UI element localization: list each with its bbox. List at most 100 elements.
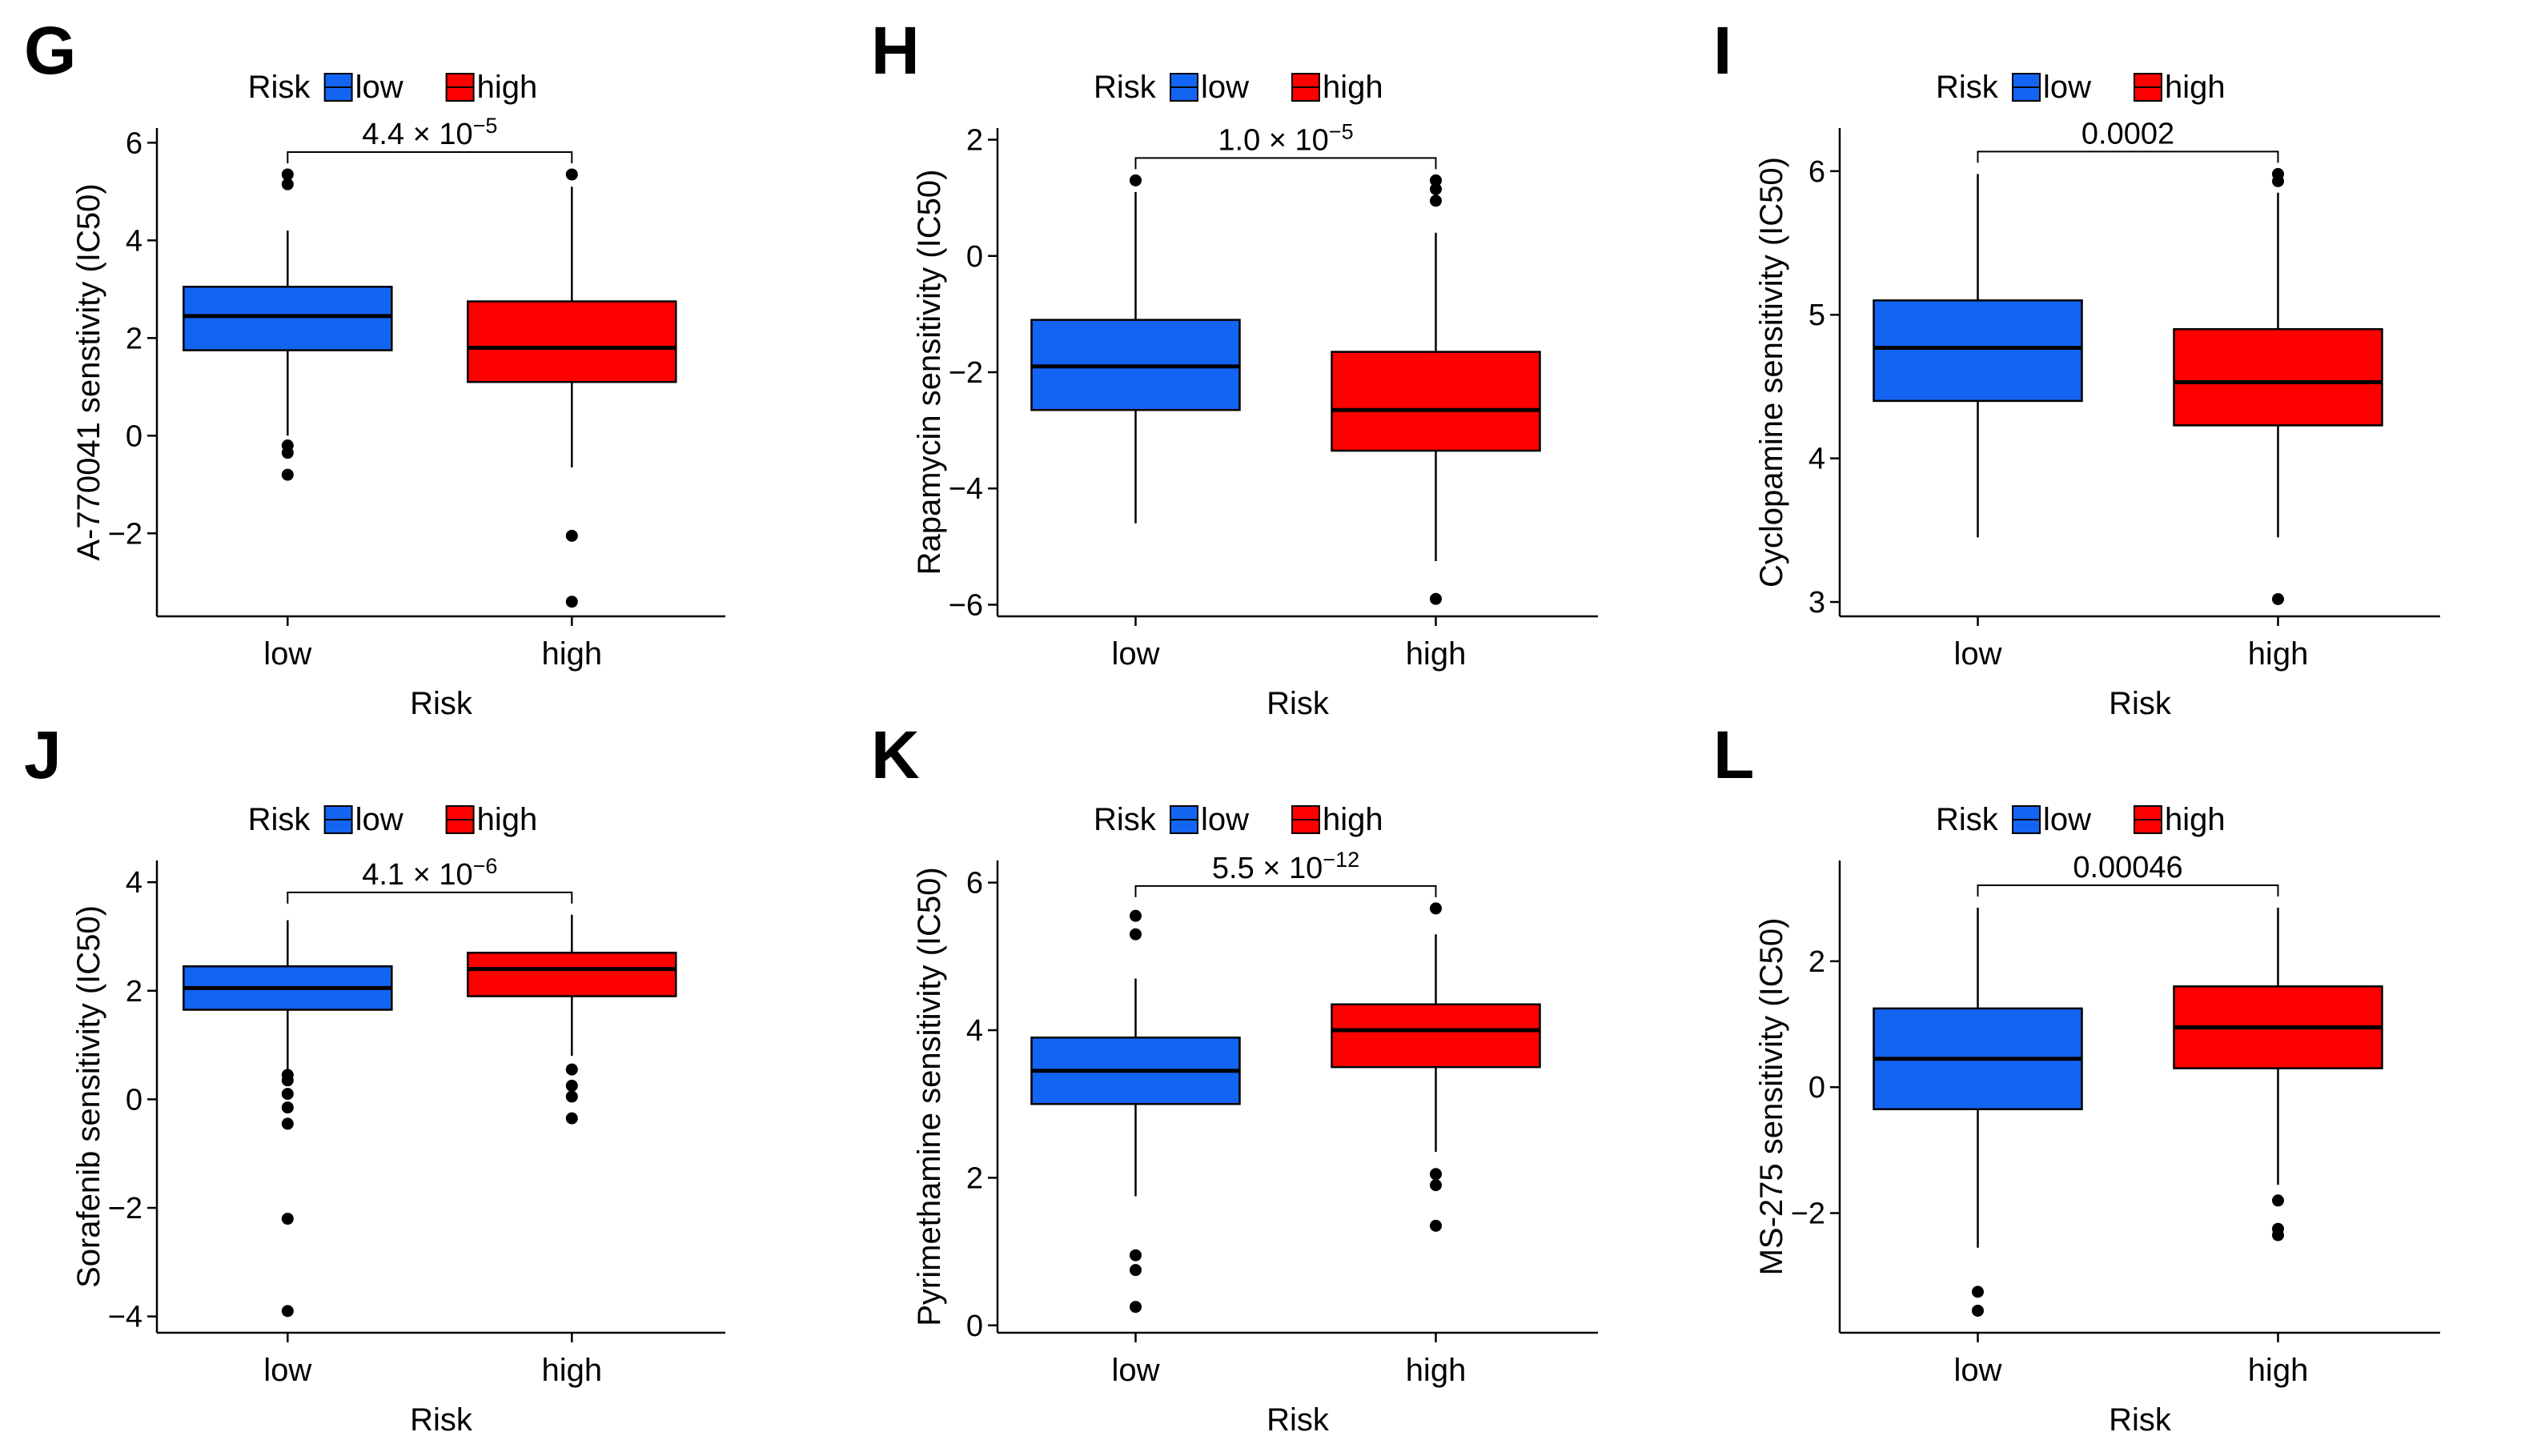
outlier-point xyxy=(281,1117,294,1130)
panel-label: J xyxy=(24,717,62,792)
p-value-exponent: −5 xyxy=(1329,119,1354,143)
legend-title: Risk xyxy=(1936,70,1999,105)
box-iqr xyxy=(1331,351,1541,452)
box-iqr xyxy=(467,952,677,997)
box-iqr xyxy=(1873,299,2083,403)
outlier-point xyxy=(281,468,294,481)
panel-label: G xyxy=(24,13,76,88)
box-iqr xyxy=(467,300,677,383)
outlier-point xyxy=(1430,592,1442,605)
p-value-mantissa: 5.5 × 10 xyxy=(1212,852,1323,885)
panel-label: H xyxy=(871,13,920,88)
y-tick-label: 2 xyxy=(966,124,983,158)
outlier-point xyxy=(565,1079,578,1092)
outlier-point xyxy=(1130,1264,1142,1277)
p-value-mantissa: 0.0002 xyxy=(2081,117,2174,150)
outlier-point xyxy=(1430,1219,1442,1232)
box-low xyxy=(1030,174,1241,523)
p-value: 0.0002 xyxy=(2081,117,2174,150)
x-tick-label-high: high xyxy=(2248,636,2309,672)
panel-l: L Risk low high −2 0 2 MS-275 sensitivity (IC50… xyxy=(1713,717,2440,1438)
legend-title: Risk xyxy=(1094,70,1157,105)
outlier-point xyxy=(281,1088,294,1101)
box-high xyxy=(2173,908,2383,1241)
y-tick-label: 5 xyxy=(1808,299,1825,332)
legend-label-low: low xyxy=(1201,70,1249,105)
box-high xyxy=(467,914,677,1125)
legend-title: Risk xyxy=(248,802,311,837)
legend-label-low: low xyxy=(2043,802,2091,837)
outlier-point xyxy=(281,1074,294,1087)
outlier-point xyxy=(281,447,294,459)
y-tick-label: 6 xyxy=(126,126,143,160)
p-value-mantissa: 4.4 × 10 xyxy=(362,118,472,151)
outlier-point xyxy=(1130,1301,1142,1314)
y-tick-label: 2 xyxy=(966,1161,983,1195)
y-tick-label: 0 xyxy=(126,1083,143,1117)
y-axis-title: A-770041 senstivity (IC50) xyxy=(71,183,106,560)
outlier-point xyxy=(1130,928,1142,941)
y-tick-label: −4 xyxy=(108,1301,143,1334)
y-tick-label: −2 xyxy=(1791,1197,1825,1231)
legend-label-low: low xyxy=(1201,802,1249,837)
p-value-exponent: −12 xyxy=(1323,848,1359,872)
box-low xyxy=(1873,174,2083,538)
y-tick-label: 4 xyxy=(1808,443,1825,476)
legend-label-low: low xyxy=(355,802,403,837)
outlier-point xyxy=(1430,174,1442,187)
outlier-point xyxy=(1430,183,1442,195)
y-axis-title: Pyrimethamine sensitivity (IC50) xyxy=(912,867,947,1326)
x-tick-label-high: high xyxy=(1406,636,1467,672)
p-value-mantissa: 1.0 × 10 xyxy=(1218,123,1328,157)
outlier-point xyxy=(1130,909,1142,922)
outlier-point xyxy=(2272,1229,2284,1241)
legend-title: Risk xyxy=(248,70,311,105)
outlier-point xyxy=(1130,1249,1142,1261)
panel-h: H Risk low high −6 −4 −2 0 2 Rapamycin sensitivit… xyxy=(871,13,1598,721)
box-low xyxy=(183,168,393,481)
significance-bracket xyxy=(1134,157,1437,170)
outlier-point xyxy=(565,168,578,181)
p-value: 5.5 × 10−12 xyxy=(1212,848,1359,885)
outlier-point xyxy=(281,1213,294,1225)
y-tick-label: 0 xyxy=(1808,1071,1825,1105)
panel-i: I Risk low high 3 4 5 6 Cyclopamine sensitivity … xyxy=(1713,13,2440,721)
y-tick-label: −2 xyxy=(108,517,143,551)
outlier-point xyxy=(1430,195,1442,207)
x-tick-label-low: low xyxy=(263,1353,311,1388)
legend-title: Risk xyxy=(1094,802,1157,837)
box-high xyxy=(2173,167,2383,605)
x-tick-label-low: low xyxy=(1111,636,1159,672)
y-tick-label: 3 xyxy=(1808,586,1825,620)
outlier-point xyxy=(2272,1194,2284,1207)
outlier-point xyxy=(281,168,294,181)
y-axis-title: MS-275 sensitivity (IC50) xyxy=(1754,918,1789,1276)
outlier-point xyxy=(1430,1168,1442,1181)
y-tick-label: 2 xyxy=(126,322,143,355)
x-tick-label-high: high xyxy=(2248,1353,2309,1388)
significance-bracket xyxy=(287,150,573,163)
panel-label: I xyxy=(1713,13,1732,88)
outlier-point xyxy=(565,1090,578,1103)
y-tick-label: −2 xyxy=(108,1192,143,1225)
significance-bracket xyxy=(1977,150,2279,163)
significance-bracket xyxy=(1134,884,1437,897)
legend-label-high: high xyxy=(2165,802,2226,837)
legend-label-high: high xyxy=(1323,70,1383,105)
p-value-mantissa: 4.1 × 10 xyxy=(362,858,472,892)
outlier-point xyxy=(565,1063,578,1076)
box-low xyxy=(1030,909,1241,1314)
x-tick-label-low: low xyxy=(263,636,311,672)
legend-label-high: high xyxy=(2165,70,2226,105)
p-value: 0.00046 xyxy=(2073,851,2182,884)
panel-k: K Risk low high 0 2 4 6 Pyrimethamine sensitivit… xyxy=(871,717,1598,1438)
outlier-point xyxy=(281,178,294,191)
outlier-point xyxy=(281,1305,294,1318)
legend-label-low: low xyxy=(355,70,403,105)
box-high xyxy=(1331,174,1541,605)
panel-j: J Risk low high −4 −2 0 2 4 Sorafenib sensitivity… xyxy=(24,717,725,1438)
y-tick-label: 2 xyxy=(1808,945,1825,979)
x-axis-title: Risk xyxy=(410,686,473,721)
legend-label-high: high xyxy=(477,70,538,105)
